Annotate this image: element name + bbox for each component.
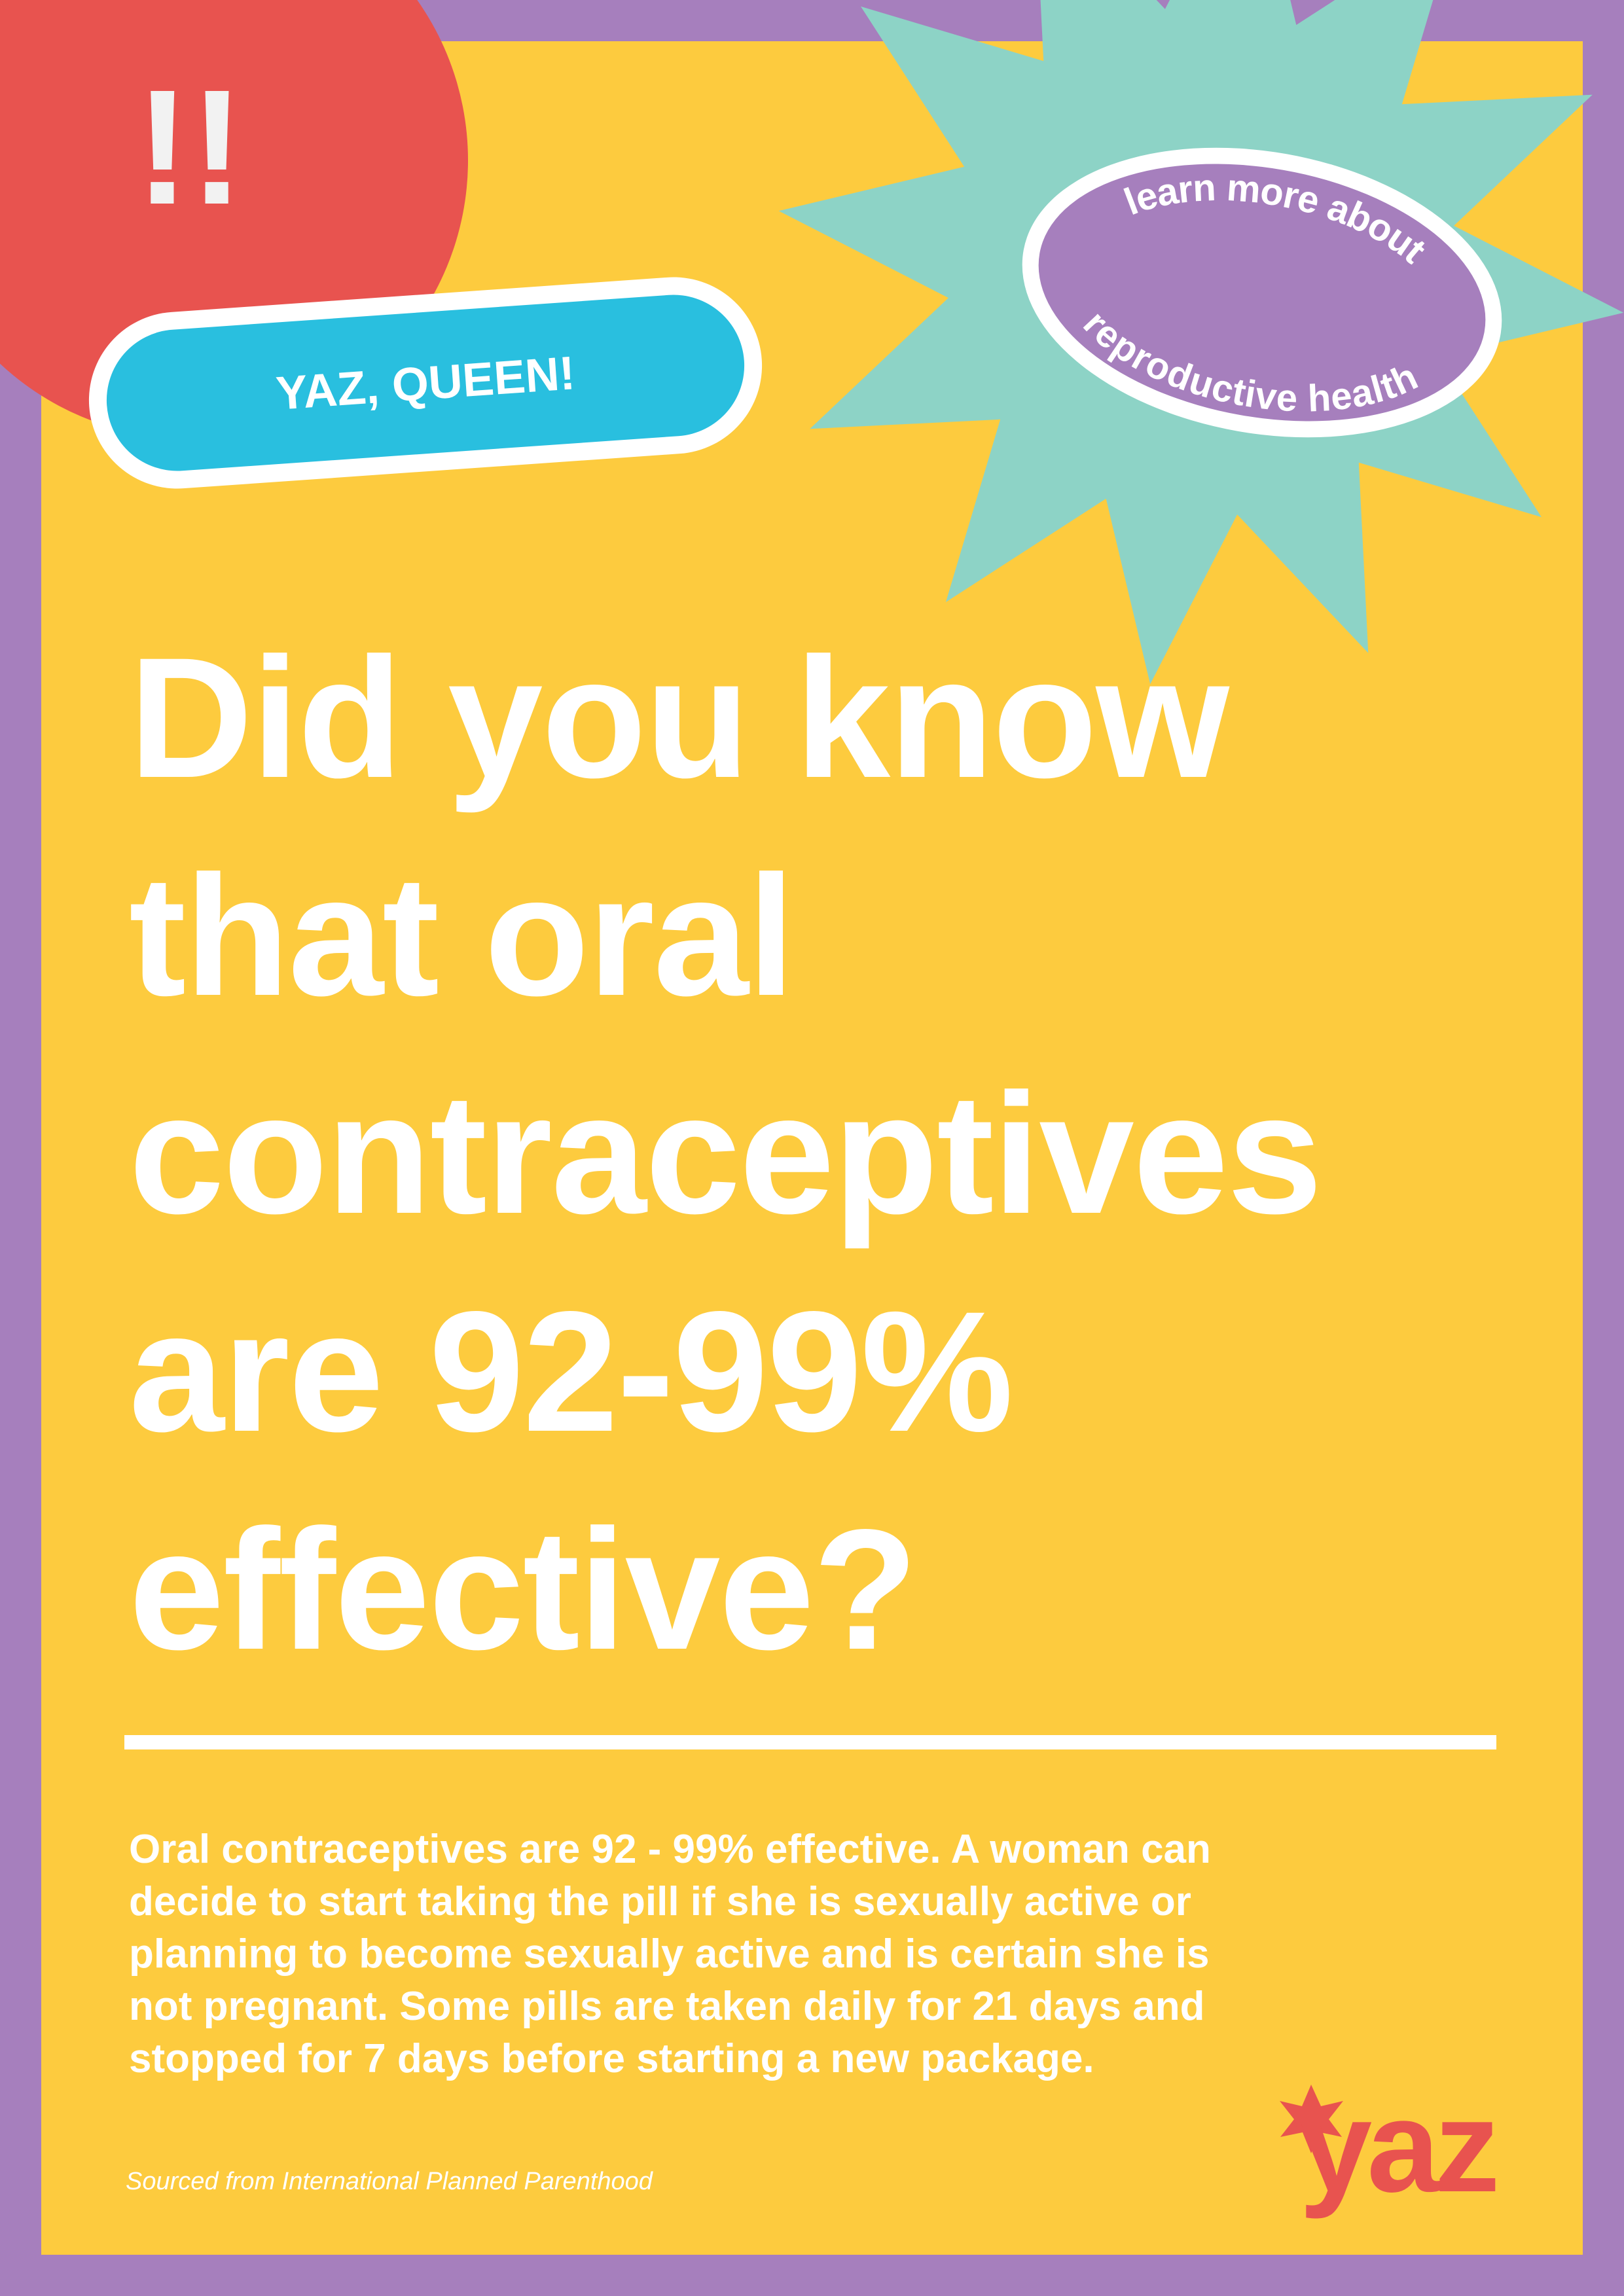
divider — [124, 1735, 1496, 1749]
logo: yaz — [1299, 2073, 1500, 2219]
headline-line: are 92-99% — [129, 1276, 1013, 1467]
headline-line: effective? — [129, 1494, 918, 1685]
body-text: Oral contraceptives are 92 - 99% effecti… — [129, 1823, 1211, 2085]
headline-line: contraceptives — [129, 1058, 1322, 1249]
badge: !! — [135, 56, 245, 238]
sticker-fill — [1038, 164, 1486, 422]
sticker: learn more about reproductive health — [1022, 144, 1502, 445]
source: Sourced from International Planned Paren… — [126, 2168, 653, 2195]
body-line: not pregnant. Some pills are taken daily… — [129, 1984, 1205, 2029]
headline-line: that oral — [129, 840, 795, 1031]
headline-line: Did you know — [129, 622, 1229, 814]
logo-star — [1280, 2085, 1343, 2153]
body-line: decide to start taking the pill if she i… — [129, 1879, 1191, 1924]
body-line: Oral contraceptives are 92 - 99% effecti… — [129, 1827, 1211, 1872]
body-line: planning to become sexually active and i… — [129, 1931, 1210, 1977]
headline: Did you know that oral contraceptives are 9… — [129, 609, 1322, 1698]
body-line: stopped for 7 days before starting a new… — [129, 2036, 1094, 2081]
pill — [106, 295, 745, 471]
tag-pill: YAZ, QUEEN! — [88, 277, 763, 489]
